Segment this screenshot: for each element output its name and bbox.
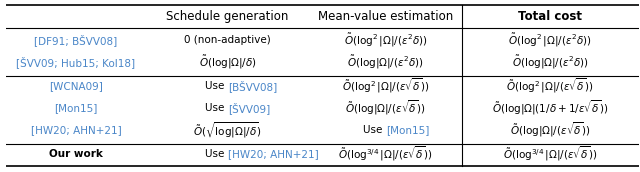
Text: [ŠVV09]: [ŠVV09]	[228, 102, 270, 114]
Text: 0 (non-adaptive): 0 (non-adaptive)	[184, 35, 271, 45]
Text: $\tilde{O}(\log|\Omega|(1/\delta + 1/\epsilon\sqrt{\delta}))$: $\tilde{O}(\log|\Omega|(1/\delta + 1/\ep…	[492, 99, 609, 117]
Text: $\tilde{O}(\log|\Omega|/(\epsilon\sqrt{\delta}))$: $\tilde{O}(\log|\Omega|/(\epsilon\sqrt{\…	[346, 99, 426, 117]
Text: Use: Use	[205, 149, 228, 159]
Text: $\tilde{O}(\log^{3/4}|\Omega|/(\epsilon\sqrt{\delta}))$: $\tilde{O}(\log^{3/4}|\Omega|/(\epsilon\…	[339, 144, 433, 163]
Text: $\tilde{O}(\log|\Omega|/(\epsilon^2\delta))$: $\tilde{O}(\log|\Omega|/(\epsilon^2\delt…	[348, 54, 424, 71]
Text: [Mon15]: [Mon15]	[54, 103, 98, 113]
Text: Use: Use	[205, 103, 228, 113]
Text: Our work: Our work	[49, 149, 103, 159]
Text: $\tilde{O}(\log^{3/4}|\Omega|/(\epsilon\sqrt{\delta}))$: $\tilde{O}(\log^{3/4}|\Omega|/(\epsilon\…	[503, 144, 597, 163]
Text: [HW20; AHN+21]: [HW20; AHN+21]	[31, 125, 122, 135]
Text: [ŠVV09; Hub15; Kol18]: [ŠVV09; Hub15; Kol18]	[17, 56, 136, 68]
Text: $\tilde{O}(\log|\Omega|/(\epsilon^2\delta))$: $\tilde{O}(\log|\Omega|/(\epsilon^2\delt…	[511, 54, 589, 71]
Text: Mean-value estimation: Mean-value estimation	[318, 10, 453, 23]
Text: [WCNA09]: [WCNA09]	[49, 81, 103, 91]
Text: [BŠVV08]: [BŠVV08]	[228, 80, 277, 92]
Text: $\tilde{O}(\log^2|\Omega|/(\epsilon\sqrt{\delta}))$: $\tilde{O}(\log^2|\Omega|/(\epsilon\sqrt…	[506, 77, 594, 95]
Text: Total cost: Total cost	[518, 10, 582, 23]
Text: $\tilde{O}(\log|\Omega|/(\epsilon\sqrt{\delta}))$: $\tilde{O}(\log|\Omega|/(\epsilon\sqrt{\…	[509, 121, 591, 139]
Text: $\tilde{O}(\log|\Omega|/\delta)$: $\tilde{O}(\log|\Omega|/\delta)$	[198, 54, 257, 71]
Text: [Mon15]: [Mon15]	[386, 125, 429, 135]
Text: [DF91; BŠVV08]: [DF91; BŠVV08]	[35, 34, 118, 46]
Text: Schedule generation: Schedule generation	[166, 10, 289, 23]
Text: $\tilde{O}(\log^2|\Omega|/(\epsilon^2\delta))$: $\tilde{O}(\log^2|\Omega|/(\epsilon^2\de…	[344, 32, 428, 49]
Text: Use: Use	[205, 81, 228, 91]
Text: $\tilde{O}(\sqrt{\log|\Omega|/\delta})$: $\tilde{O}(\sqrt{\log|\Omega|/\delta})$	[193, 120, 262, 140]
Text: $\tilde{O}(\log^2|\Omega|/(\epsilon\sqrt{\delta}))$: $\tilde{O}(\log^2|\Omega|/(\epsilon\sqrt…	[342, 77, 429, 95]
Text: [HW20; AHN+21]: [HW20; AHN+21]	[228, 149, 319, 159]
Text: Use: Use	[363, 125, 386, 135]
Text: $\tilde{O}(\log^2|\Omega|/(\epsilon^2\delta))$: $\tilde{O}(\log^2|\Omega|/(\epsilon^2\de…	[508, 32, 592, 49]
